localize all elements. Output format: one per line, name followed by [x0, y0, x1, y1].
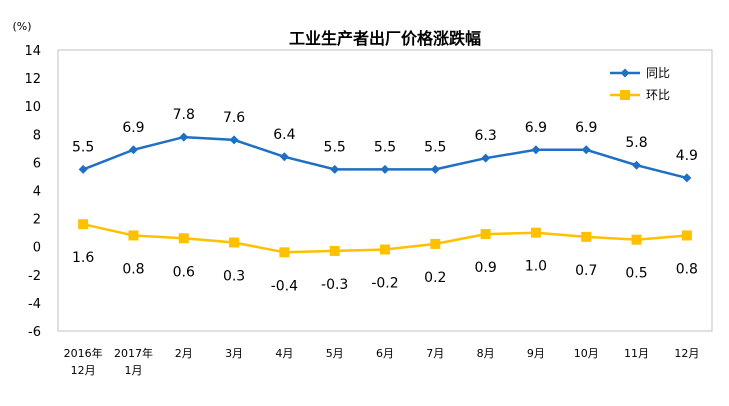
plot-frame	[57, 49, 713, 332]
data-point	[682, 173, 692, 183]
data-label: 0.9	[474, 260, 496, 276]
data-point	[279, 152, 289, 162]
x-tick-label: 10月	[574, 347, 599, 360]
y-tick-label: 0	[33, 241, 41, 256]
data-label: 5.5	[374, 139, 396, 155]
chart-title: 工业生产者出厂价格涨跌幅	[289, 29, 481, 48]
data-label: -0.4	[271, 278, 298, 294]
x-tick-label: 2月	[175, 347, 193, 360]
x-tick-label: 7月	[426, 347, 444, 360]
data-label: 0.2	[424, 270, 446, 286]
y-tick-label: -6	[28, 325, 41, 340]
data-point	[178, 233, 189, 244]
data-labels: 5.5 6.9 7.8 7.6 6.4 5.5 5.5 5.5 6.3 6.9 6.9 5.8 4.9 1…	[72, 107, 698, 294]
data-point	[330, 164, 340, 174]
x-axis: 2016年 12月 2017年 1月 2月 3月 4月 5月 6月 7月 8月 9月 10月 11月 12月	[64, 346, 700, 377]
data-label: 7.8	[173, 107, 195, 123]
data-label: 5.5	[324, 139, 346, 155]
data-label: 5.5	[424, 139, 446, 155]
data-point	[78, 164, 88, 174]
data-label: 0.8	[676, 261, 698, 277]
data-point	[530, 227, 541, 238]
data-label: 1.0	[525, 259, 547, 275]
y-tick-label: 10	[24, 100, 41, 115]
data-label: 0.3	[223, 268, 245, 284]
y-tick-label: 12	[24, 72, 41, 87]
data-label: 1.6	[72, 250, 94, 266]
data-point	[78, 219, 89, 230]
data-label: 0.7	[575, 263, 597, 279]
x-tick-label: 8月	[477, 347, 495, 360]
data-point	[481, 153, 491, 163]
legend-label: 环比	[646, 88, 670, 102]
data-label: 6.4	[273, 127, 295, 143]
data-point	[380, 244, 390, 255]
x-tick-label: 12月	[71, 364, 96, 377]
data-label: 0.8	[122, 261, 144, 277]
x-tick-label: 2017年	[114, 346, 153, 360]
x-tick-label: 1月	[124, 364, 142, 377]
x-tick-label: 2016年	[64, 346, 103, 360]
data-point	[531, 145, 541, 155]
data-point	[480, 229, 491, 240]
data-point	[632, 160, 642, 170]
x-tick-label: 6月	[376, 347, 394, 360]
data-point	[631, 234, 642, 245]
data-point	[430, 238, 441, 249]
y-axis: -6 -4 -2 0 2 4 6 8 10 12 14	[24, 44, 41, 340]
data-label: 5.8	[625, 135, 647, 151]
data-label: 6.3	[474, 128, 496, 144]
x-tick-label: 3月	[225, 347, 243, 360]
data-point	[229, 237, 240, 248]
legend-marker	[620, 68, 630, 78]
data-point	[430, 164, 440, 174]
data-label: -0.3	[321, 277, 348, 293]
data-point	[279, 247, 290, 258]
data-label: 7.6	[223, 110, 245, 126]
data-point	[179, 132, 189, 142]
y-axis-unit: (%)	[12, 20, 31, 33]
data-point	[681, 230, 692, 241]
data-point	[581, 145, 591, 155]
y-tick-label: 6	[33, 156, 41, 171]
data-point	[380, 164, 390, 174]
series-layer	[78, 132, 692, 258]
data-point	[128, 145, 138, 155]
data-label: 0.6	[173, 264, 195, 280]
y-tick-label: 4	[33, 185, 41, 200]
data-label: 5.5	[72, 139, 94, 155]
data-point	[329, 245, 340, 256]
x-tick-label: 5月	[326, 347, 344, 360]
data-point	[229, 135, 239, 145]
data-point	[128, 230, 139, 241]
x-tick-label: 11月	[624, 347, 649, 360]
legend-marker	[620, 90, 630, 100]
y-tick-label: -4	[28, 297, 41, 312]
y-tick-label: 2	[33, 213, 41, 228]
data-label: 6.9	[575, 120, 597, 136]
x-tick-label: 12月	[674, 347, 699, 360]
x-tick-label: 4月	[275, 347, 293, 360]
data-point	[581, 231, 592, 242]
data-label: 4.9	[676, 148, 698, 164]
y-tick-label: -2	[28, 269, 41, 284]
legend-label: 同比	[646, 66, 670, 80]
data-label: 6.9	[525, 120, 547, 136]
y-tick-label: 8	[33, 128, 41, 143]
data-label: -0.2	[371, 276, 398, 292]
data-label: 0.5	[625, 266, 647, 282]
x-tick-label: 9月	[527, 347, 545, 360]
y-tick-label: 14	[24, 44, 41, 59]
data-label: 6.9	[122, 120, 144, 136]
